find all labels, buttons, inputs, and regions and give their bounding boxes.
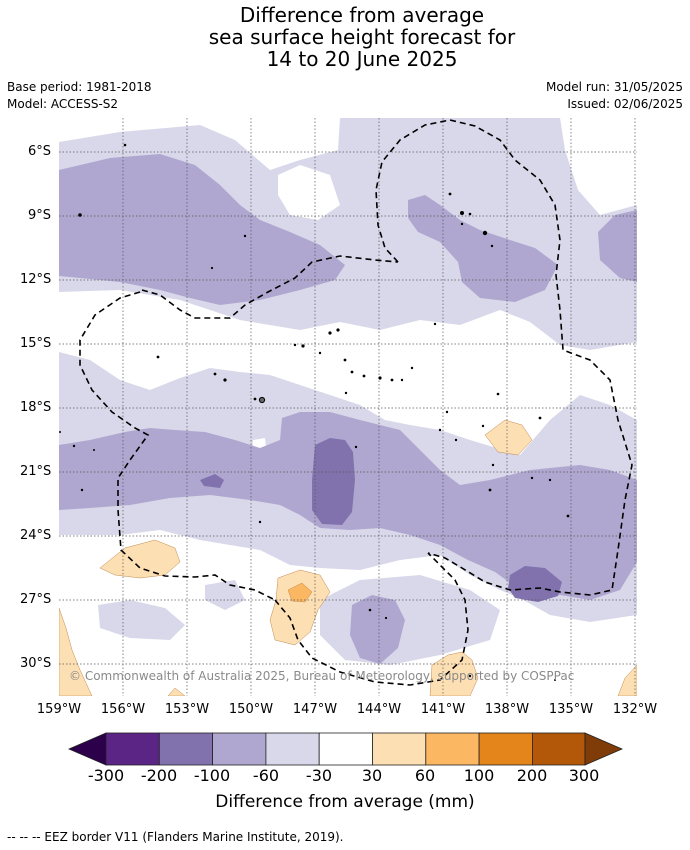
colorbar-tick-minus60: -60	[252, 766, 280, 785]
anomaly-orange-medium	[287, 582, 313, 603]
colorbar-tick-60: 60	[414, 766, 436, 785]
eez-borders	[79, 119, 633, 686]
lat-tick-6s: 6°S	[28, 144, 52, 159]
anomaly-purple-east-edge	[598, 210, 637, 282]
lon-tick-144w: 144°W	[356, 702, 402, 717]
lon-tick-156w: 156°W	[100, 702, 146, 717]
eez-border-kiribati	[375, 119, 633, 596]
lon-tick-147w: 147°W	[292, 702, 338, 717]
colorbar-bin-2	[158, 732, 214, 766]
lon-tick-135w: 135°W	[548, 702, 594, 717]
anomaly-lavender-lower-left	[98, 600, 185, 640]
eez-border-cook-islands	[79, 291, 276, 601]
colorbar-tick-minus200: -200	[140, 766, 178, 785]
anomaly-white-top-left	[59, 118, 340, 170]
colorbar-bin-9	[532, 732, 586, 766]
colorbar-tick-200: 200	[516, 766, 548, 785]
colorbar-tick-minus30: -30	[305, 766, 333, 785]
anomaly-orange-southeast-edge	[617, 664, 637, 696]
colorbar	[67, 732, 624, 766]
anomaly-white-topcenter	[278, 165, 340, 220]
anomaly-orange-south	[429, 651, 479, 696]
colorbar-bin-4	[265, 732, 320, 766]
colorbar-bin-1	[105, 732, 160, 766]
colorbar-bin-8	[478, 732, 533, 766]
lon-tick-141w: 141°W	[420, 702, 466, 717]
colorbar-under-triangle	[67, 732, 107, 766]
anomaly-purple-south-isolated	[350, 595, 405, 664]
lat-tick-30s: 30°S	[20, 656, 52, 671]
anomaly-darkpurple-southeast	[508, 566, 562, 602]
issued-date: Issued: 02/06/2025	[567, 97, 683, 111]
lat-tick-27s: 27°S	[20, 592, 52, 607]
anomaly-orange-east	[484, 419, 533, 456]
colorbar-bin-6	[372, 732, 427, 766]
title-line-3: 14 to 20 June 2025	[266, 47, 458, 71]
islands	[59, 143, 570, 681]
colorbar-bin-7	[425, 732, 480, 766]
colorbar-tick-30: 30	[361, 766, 383, 785]
colorbar-over-triangle	[584, 732, 624, 766]
lon-tick-132w: 132°W	[612, 702, 658, 717]
lat-tick-15s: 15°S	[20, 336, 52, 351]
meta-left: Base period: 1981-2018 Model: ACCESS-S2	[7, 79, 152, 113]
map-title: Difference from average sea surface heig…	[0, 4, 690, 70]
anomaly-purple-north-band	[59, 154, 345, 305]
eez-border-south	[274, 552, 469, 686]
anomaly-orange-southwest-edge	[59, 607, 93, 696]
colorbar-bin-3	[212, 732, 267, 766]
lon-tick-138w: 138°W	[484, 702, 530, 717]
title-line-1: Difference from average	[239, 3, 485, 27]
base-period: Base period: 1981-2018	[7, 80, 152, 94]
lat-tick-12s: 12°S	[20, 272, 52, 287]
lat-tick-9s: 9°S	[28, 208, 52, 223]
title-line-2: sea surface height forecast for	[208, 25, 516, 49]
lon-tick-150w: 150°W	[228, 702, 274, 717]
lat-tick-18s: 18°S	[20, 400, 52, 415]
eez-border-french-polynesia	[141, 255, 399, 319]
colorbar-title: Difference from average (mm)	[215, 792, 475, 812]
anomaly-orange-center	[269, 569, 331, 646]
anomaly-orange-west	[99, 539, 181, 579]
eez-footnote: -- -- -- EEZ border V11 (Flanders Marine…	[7, 830, 344, 844]
colorbar-tick-100: 100	[463, 766, 495, 785]
anomaly-white-top-right	[560, 118, 637, 215]
map-area	[59, 118, 637, 696]
anomaly-darkpurple-small	[200, 474, 224, 488]
lon-tick-153w: 153°W	[164, 702, 210, 717]
colorbar-tick-minus100: -100	[193, 766, 231, 785]
lon-tick-159w: 159°W	[36, 702, 82, 717]
lat-tick-24s: 24°S	[20, 528, 52, 543]
colorbar-tick-minus300: -300	[87, 766, 125, 785]
colorbar-tick-300: 300	[568, 766, 600, 785]
copyright-notice: © Commonwealth of Australia 2025, Bureau…	[69, 669, 575, 683]
meta-right: Model run: 31/05/2025 Issued: 02/06/2025	[546, 79, 683, 113]
anomaly-purple-northeast	[408, 195, 558, 302]
model-run: Model run: 31/05/2025	[545, 80, 683, 94]
anomaly-lavender-lower-mid	[205, 580, 245, 610]
lat-tick-21s: 21°S	[20, 464, 52, 479]
colorbar-bin-5	[318, 732, 373, 766]
anomaly-orange-bottom-mid	[167, 687, 186, 696]
anomaly-darkpurple-center	[312, 438, 355, 525]
model-name: Model: ACCESS-S2	[7, 97, 119, 111]
anomaly-white-middle	[59, 290, 637, 455]
